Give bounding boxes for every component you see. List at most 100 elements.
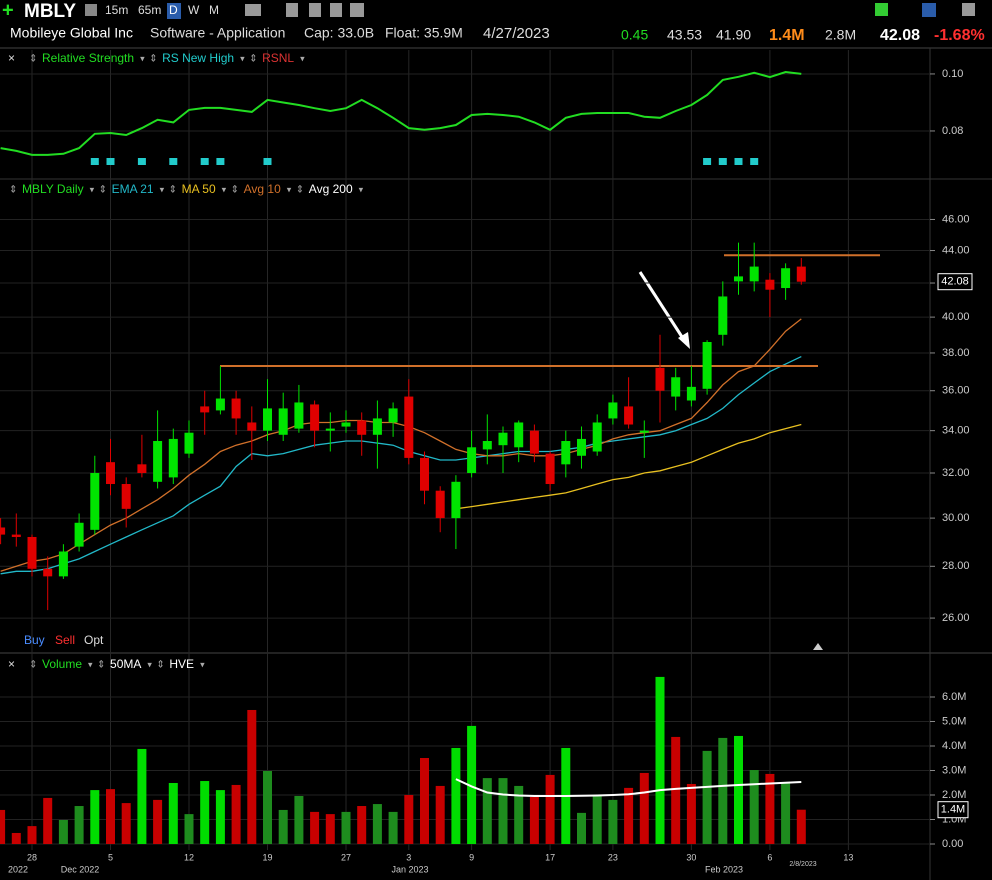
y-tick-label: 0.10 (942, 68, 963, 80)
date: 4/27/2023 (483, 25, 550, 42)
icon[interactable] (330, 3, 342, 17)
candle-body (451, 481, 461, 519)
legend-menu: ▾ (359, 184, 364, 194)
candle-body (482, 441, 492, 450)
y-tick-label: 34.00 (942, 425, 970, 437)
icon[interactable] (245, 4, 261, 16)
candle-body (529, 430, 539, 454)
y-tick-label: 40.00 (942, 311, 970, 323)
y-tick-label: 0.08 (942, 125, 963, 137)
volume-bar (106, 789, 115, 844)
candle-body (215, 398, 225, 411)
interval[interactable]: M (209, 3, 219, 17)
volume-bar (58, 819, 68, 844)
icon[interactable] (309, 3, 321, 17)
candle-body (294, 402, 304, 429)
candle-body (686, 386, 696, 401)
y-tick-label: 28.00 (942, 560, 970, 572)
legend-menu: ▾ (160, 184, 165, 194)
icon[interactable] (875, 3, 888, 16)
legend-menu: ▾ (287, 184, 292, 194)
high: 43.53 (667, 27, 702, 43)
candle-body (58, 551, 68, 577)
candle-body (153, 441, 163, 482)
legend-arrow: ⇕ (231, 185, 239, 196)
candle-body (592, 422, 602, 452)
y-tick-label: 44.00 (942, 244, 970, 256)
candle-body (372, 418, 382, 435)
symbol[interactable]: MBLY (24, 1, 76, 22)
volume-bar (671, 736, 681, 844)
volume-bar (310, 811, 320, 844)
legend-arrow: ⇕ (169, 185, 177, 196)
volume-bar (404, 795, 414, 844)
volume-bar (639, 772, 649, 844)
options-button[interactable]: Opt (84, 633, 104, 647)
legend-menu: ▾ (200, 659, 205, 669)
volume-bar (200, 781, 210, 844)
period-label: Jan 2023 (391, 864, 428, 874)
y-tick-label: 36.00 (942, 385, 970, 397)
legend-entry[interactable]: HVE (169, 657, 194, 671)
legend-entry[interactable]: Avg 10 (244, 182, 281, 196)
collapse-arrow[interactable] (813, 643, 823, 650)
volume-bar (734, 735, 743, 844)
icon[interactable] (85, 4, 97, 16)
candle-body (357, 420, 367, 435)
interval[interactable]: 65m (138, 3, 161, 17)
volume-marker-box (937, 801, 969, 819)
line-series (0, 318, 802, 572)
legend-menu: ▾ (88, 659, 93, 669)
candle-body (577, 438, 586, 456)
candle-body (11, 534, 21, 537)
candle-body (184, 432, 194, 454)
volume-bar (121, 803, 131, 844)
buy-button[interactable]: Buy (24, 633, 45, 647)
sell-button[interactable]: Sell (55, 633, 75, 647)
interval[interactable]: 15m (105, 3, 128, 17)
legend-entry[interactable]: RS New High (162, 51, 234, 65)
candle-body (498, 432, 508, 446)
icon[interactable] (286, 3, 298, 17)
icon[interactable] (962, 3, 975, 16)
volume-bar (0, 809, 6, 844)
y-tick-label: 0.00 (942, 838, 963, 850)
legend-menu: ▾ (147, 659, 152, 669)
volume-bar (388, 811, 398, 844)
candle-body (90, 473, 100, 530)
volume-bar (215, 790, 225, 844)
legend-entry[interactable]: 50MA (110, 657, 141, 671)
candle-body (749, 266, 759, 282)
volume-bar (420, 758, 429, 844)
volume-bar (451, 747, 461, 844)
legend-entry[interactable]: MBLY Daily (22, 182, 84, 196)
x-tick-label: 27 (341, 852, 351, 862)
icon[interactable] (922, 3, 936, 17)
legend-arrow: ⇕ (249, 54, 257, 65)
legend-entry[interactable]: Avg 200 (309, 182, 353, 196)
rs-new-high-marker (734, 158, 743, 165)
rs-new-high-marker (200, 158, 209, 165)
volume-bar (137, 748, 147, 844)
interval[interactable]: D (169, 3, 178, 17)
legend-entry[interactable]: Volume (42, 657, 82, 671)
volume-bar (168, 782, 178, 844)
volume-bar (27, 826, 37, 844)
add-symbol[interactable]: + (2, 0, 14, 21)
rs-new-high-marker (169, 158, 178, 165)
x-tick-label: 6 (767, 852, 772, 862)
legend-entry[interactable]: EMA 21 (112, 182, 154, 196)
volume: 1.4M (769, 27, 805, 44)
candle-body (43, 568, 53, 577)
legend-entry[interactable]: MA 50 (182, 182, 216, 196)
volume-marker: 1.4M (941, 804, 965, 816)
volume-bar (467, 725, 477, 844)
interval[interactable]: W (188, 3, 200, 17)
candle-body (545, 453, 555, 485)
candle-body (0, 527, 6, 535)
volume-bar (545, 774, 555, 844)
legend-entry[interactable]: RSNL (262, 51, 294, 65)
icon[interactable] (350, 3, 364, 17)
y-tick-label: 38.00 (942, 347, 970, 359)
legend-entry[interactable]: Relative Strength (42, 51, 134, 65)
